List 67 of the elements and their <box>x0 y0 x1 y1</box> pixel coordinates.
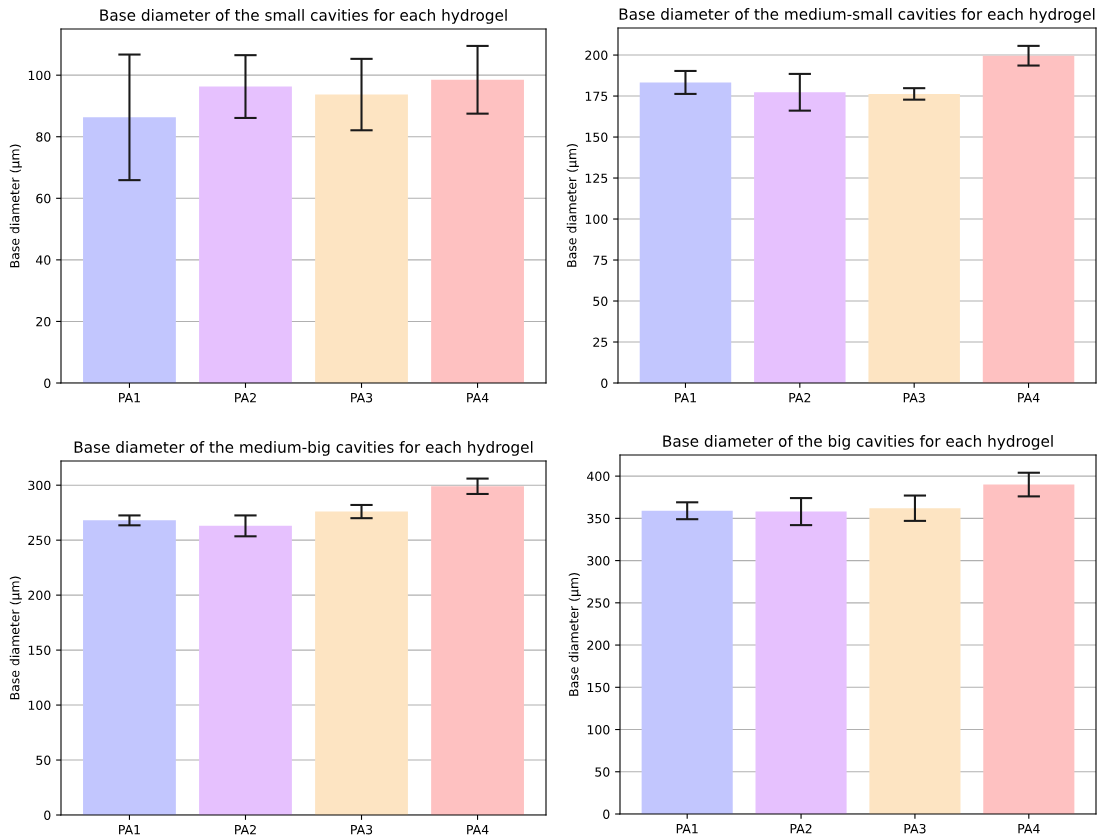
x-tick-label: PA3 <box>904 823 926 834</box>
x-tick-label: PA1 <box>675 393 696 403</box>
x-tick-label: PA2 <box>790 823 812 834</box>
y-tick-label: 40 <box>35 255 51 265</box>
y-tick-label: 150 <box>587 682 610 693</box>
y-tick-label: 100 <box>28 700 51 710</box>
x-tick-label: PA2 <box>789 392 811 403</box>
y-tick-label: 80 <box>36 132 51 142</box>
x-tick-label: PA1 <box>119 393 140 403</box>
bar <box>754 92 846 383</box>
x-tick-label: PA3 <box>903 392 925 403</box>
y-tick-label: 60 <box>36 193 51 204</box>
y-axis-title: Base diameter (µm) <box>9 144 22 268</box>
y-tick-label: 200 <box>587 640 610 650</box>
x-tick-label: PA1 <box>119 825 140 835</box>
y-tick-label: 200 <box>28 590 51 601</box>
bar <box>199 525 292 815</box>
chart-title: Base diameter of the big cavities for each hydrogel <box>663 435 1053 450</box>
y-tick-label: 250 <box>28 535 51 546</box>
x-tick-label: PA4 <box>467 393 489 403</box>
x-tick-label: PA4 <box>467 825 489 835</box>
y-tick-label: 50 <box>595 767 610 777</box>
y-tick-label: 400 <box>587 471 610 482</box>
y-tick-label: 75 <box>593 255 608 265</box>
y-tick-label: 20 <box>36 316 51 327</box>
bar <box>431 486 524 815</box>
y-tick-label: 100 <box>28 70 51 81</box>
x-tick-label: PA3 <box>351 392 373 403</box>
bar <box>755 511 847 814</box>
y-tick-label: 250 <box>587 598 610 608</box>
y-tick-label: 100 <box>587 725 610 735</box>
bar <box>983 484 1075 814</box>
bar <box>982 55 1075 383</box>
y-tick-label: 50 <box>36 755 51 765</box>
y-axis-title: Base diameter (µm) <box>568 573 581 696</box>
y-tick-label: 150 <box>585 132 608 142</box>
bar <box>315 511 408 815</box>
x-tick-label: PA1 <box>676 824 698 834</box>
y-tick-label: 50 <box>593 296 608 306</box>
chart-title: Base diameter of the medium-big cavities for each hydrogel <box>74 441 533 456</box>
y-tick-label: 0 <box>44 378 51 388</box>
y-tick-label: 0 <box>603 809 610 819</box>
x-tick-label: PA4 <box>1018 824 1040 834</box>
y-tick-label: 200 <box>585 50 608 60</box>
chart-title: Base diameter of the small cavities for each hydrogel <box>100 9 507 24</box>
x-tick-label: PA2 <box>235 392 256 403</box>
y-tick-label: 0 <box>44 810 51 820</box>
y-tick-label: 25 <box>593 337 608 347</box>
y-axis-title: Base diameter (µm) <box>9 576 22 700</box>
bar <box>869 508 961 814</box>
bar <box>639 82 732 383</box>
x-tick-label: PA4 <box>1018 393 1040 403</box>
y-tick-label: 350 <box>587 513 610 524</box>
y-tick-label: 300 <box>28 480 51 491</box>
bar <box>868 93 960 383</box>
y-tick-label: 175 <box>585 91 608 101</box>
x-tick-label: PA2 <box>235 824 256 835</box>
chart-title: Base diameter of the medium-small cavities for each hydrogel <box>619 8 1095 23</box>
x-tick-label: PA3 <box>351 824 373 835</box>
bar <box>641 510 733 814</box>
y-tick-label: 100 <box>585 214 608 224</box>
y-tick-label: 300 <box>587 556 610 566</box>
y-tick-label: 125 <box>585 173 608 183</box>
y-axis-title: Base diameter (µm) <box>566 144 579 267</box>
y-tick-label: 150 <box>28 645 51 656</box>
y-tick-label: 0 <box>601 378 608 388</box>
bar <box>83 520 176 815</box>
